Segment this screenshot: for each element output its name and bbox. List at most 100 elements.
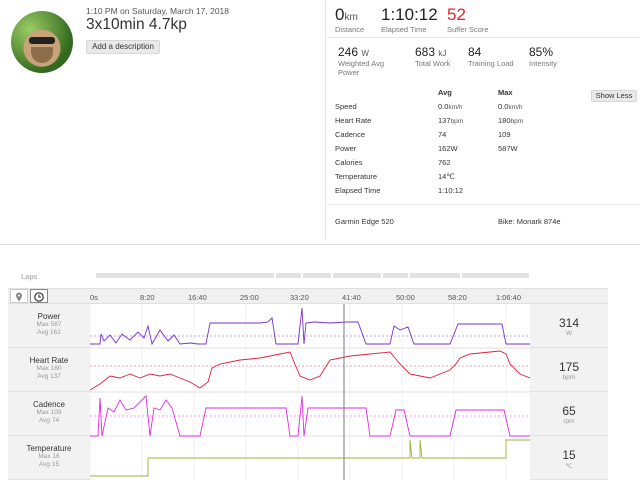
time-tick: 58:20 [448, 293, 467, 302]
stats-cell-avg: 162W [438, 144, 458, 153]
device-name: Garmin Edge 520 [335, 217, 394, 226]
metric-current-value: 15 [562, 448, 576, 462]
intensity-label: Intensity [529, 59, 557, 68]
total-work-unit: kJ [438, 49, 447, 58]
stats-cell-max: 0.0km/h [498, 102, 523, 111]
gridlines [90, 304, 530, 480]
metric-unit: W [565, 330, 573, 337]
stats-cell-name: Temperature [335, 172, 378, 181]
temperature-line [90, 439, 530, 477]
metric-name: Cadence [32, 400, 66, 409]
lap-bar[interactable] [333, 273, 381, 278]
laps-label: Laps [21, 272, 38, 281]
lap-bar[interactable] [303, 273, 331, 278]
metric-label-cadence[interactable]: Cadence Max 109 Avg 74 [8, 392, 90, 436]
metric-plot[interactable]: 587 0 180 73 109 0 16 14 [90, 304, 530, 480]
heart-rate-series: 180 73 [90, 350, 530, 391]
metric-plot-svg[interactable]: 587 0 180 73 109 0 16 14 [90, 304, 530, 480]
distance-label: Distance [335, 25, 365, 34]
metric-value-power: 314 W [530, 304, 608, 348]
stats-cell-max: 587W [498, 144, 518, 153]
time-tick: 0s [90, 293, 98, 302]
intensity-value: 85% [529, 45, 554, 59]
lap-bar[interactable] [462, 273, 529, 278]
activity-stats: 0km Distance 1:10:12 Elapsed Time 52 Suf… [327, 0, 640, 240]
metric-value-heart-rate: 175 bpm [530, 348, 608, 392]
metric-label-temperature[interactable]: Temperature Max 16 Avg 15 [8, 436, 90, 480]
stats-cell-avg: 1:10:12 [438, 186, 464, 195]
total-work-label: Total Work [415, 59, 451, 68]
elapsed-value: 1:10:12 [381, 5, 438, 24]
total-work-value: 683 [415, 45, 436, 59]
stats-cell-avg: 137bpm [438, 116, 464, 125]
metric-current-value: 175 [558, 360, 580, 374]
stats-cell-name: Cadence [335, 130, 366, 139]
stats-cell-max: 180bpm [498, 116, 524, 125]
lap-bar[interactable] [410, 273, 460, 278]
time-axis-button[interactable] [30, 289, 48, 303]
suffer-value: 52 [447, 5, 466, 24]
metric-name: Temperature [26, 444, 72, 453]
distance-unit: km [344, 12, 358, 23]
stat-weighted-power: 246 W Weighted Avg Power [338, 45, 384, 77]
metric-max: Max 587 [36, 321, 62, 328]
activity-date: 1:10 PM on Saturday, March 17, 2018 [86, 6, 230, 16]
avatar-beard [31, 47, 53, 63]
time-tick: 1:06:40 [496, 293, 522, 302]
cadence-line [90, 395, 530, 437]
stats-row-heart-rate: Heart Rate 137bpm 180bpm [335, 116, 555, 129]
add-description-button[interactable]: Add a description [86, 40, 160, 54]
metric-unit: ℃ [565, 463, 573, 470]
metric-name: Heart Rate [29, 356, 69, 365]
metric-avg: Avg 137 [37, 373, 61, 380]
avatar[interactable] [11, 11, 73, 73]
stats-row-power: Power 162W 587W [335, 144, 555, 157]
stats-cell-name: Heart Rate [335, 116, 372, 125]
metric-unit: bpm [562, 374, 576, 381]
metric-name: Power [37, 312, 61, 321]
time-tick: 25:00 [240, 293, 259, 302]
show-less-button[interactable]: Show Less [591, 90, 637, 102]
time-tick: 50:00 [396, 293, 415, 302]
stats-row-cadence: Cadence 74 109 [335, 130, 555, 143]
weighted-power-label-1: Weighted Avg [338, 59, 385, 68]
metric-unit: rpm [563, 418, 575, 425]
metric-label-heart-rate[interactable]: Heart Rate Max 180 Avg 137 [8, 348, 90, 392]
lap-bar[interactable] [96, 273, 274, 278]
activity-title[interactable]: 3x10min 4.7kp [86, 16, 187, 33]
metric-current-value: 314 [558, 316, 580, 330]
metric-max: Max 180 [36, 365, 62, 372]
metric-avg: Avg 74 [38, 417, 60, 424]
stats-cell-max: 109 [498, 130, 511, 139]
activity-header: 1:10 PM on Saturday, March 17, 2018 3x10… [0, 0, 326, 240]
stats-cell-avg: 762 [438, 158, 451, 167]
lap-bar[interactable] [276, 273, 301, 278]
weighted-power-value: 246 [338, 45, 359, 59]
stats-row-temperature: Temperature 14℃ [335, 172, 555, 185]
stats-cell-avg: 0.0km/h [438, 102, 463, 111]
metric-max: Max 16 [38, 453, 60, 460]
metric-max: Max 109 [36, 409, 62, 416]
analysis-chart-section [0, 244, 640, 496]
bike-name[interactable]: Bike: Monark 874e [498, 217, 561, 226]
time-tick: 8:20 [140, 293, 155, 302]
stat-suffer-score[interactable]: 52 Suffer Score [447, 5, 489, 34]
weighted-power-unit: W [361, 49, 369, 58]
map-pin-icon [16, 292, 22, 302]
stats-cell-name: Elapsed Time [335, 186, 381, 195]
metric-label-power[interactable]: Power Max 587 Avg 162 [8, 304, 90, 348]
metric-value-temperature: 15 ℃ [530, 436, 608, 480]
suffer-label: Suffer Score [447, 25, 489, 34]
lap-bar[interactable] [383, 273, 408, 278]
training-load-label: Training Load [468, 59, 514, 68]
metric-avg: Avg 162 [37, 329, 61, 336]
metric-value-cadence: 65 rpm [530, 392, 608, 436]
stats-cell-avg: 14℃ [438, 172, 455, 181]
map-pin-button[interactable] [10, 289, 28, 303]
distance-value: 0 [335, 5, 345, 24]
avatar-glasses [29, 37, 55, 44]
power-series: 587 0 [90, 307, 530, 346]
stats-row-speed: Speed 0.0km/h 0.0km/h [335, 102, 555, 115]
stats-row-elapsed-time: Elapsed Time 1:10:12 [335, 186, 555, 199]
column-avg: Avg [438, 88, 452, 97]
